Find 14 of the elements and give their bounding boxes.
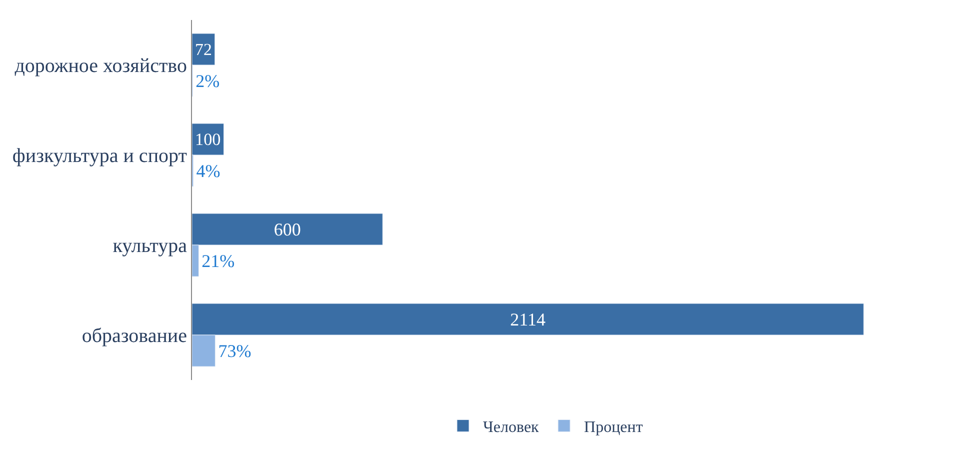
data-label: 21%: [202, 250, 235, 271]
data-label: 72: [195, 40, 212, 59]
legend-label: Человек: [483, 418, 540, 436]
y-tick-label: физкультура и спорт: [12, 145, 188, 167]
data-label: 4%: [196, 160, 220, 181]
y-tick-label: культура: [112, 235, 188, 257]
data-label: 73%: [218, 340, 252, 361]
y-tick-label: образование: [82, 325, 188, 347]
data-label: 2%: [196, 70, 220, 91]
y-tick-label: дорожное хозяйство: [14, 55, 187, 77]
legend-label: Процент: [584, 418, 643, 436]
data-label: 2114: [510, 309, 546, 330]
data-label: 600: [274, 219, 301, 240]
data-label: 100: [195, 130, 221, 149]
